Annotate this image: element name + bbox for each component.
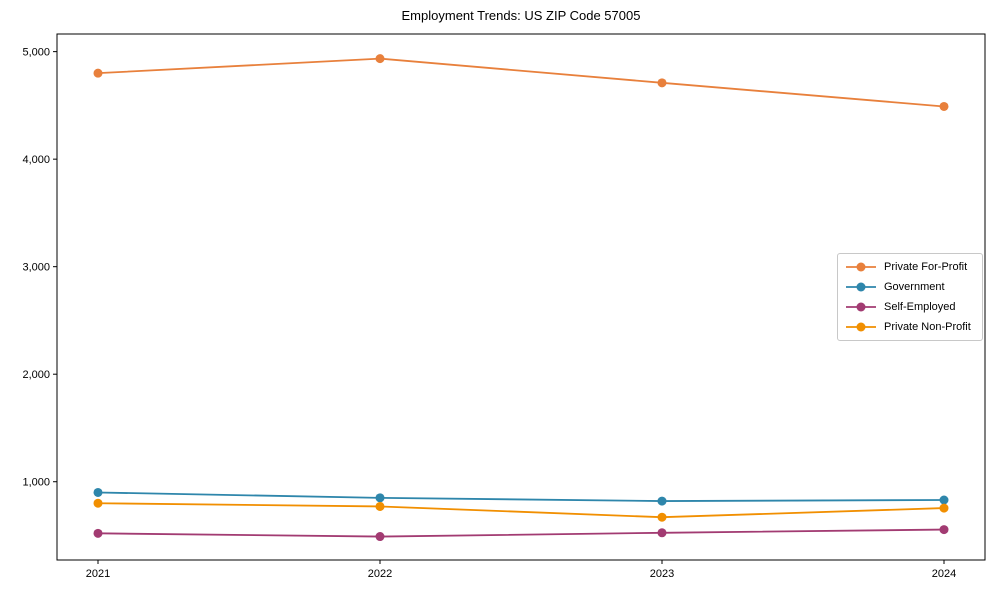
data-point-self-employed [93, 528, 103, 538]
data-point-private-for-profit [93, 68, 103, 78]
legend-entry-self-employed: Self-Employed [845, 297, 975, 317]
y-tick-label: 5,000 [22, 47, 50, 59]
chart-legend: Private For-Profit Government Self-Employe… [837, 253, 983, 341]
data-point-private-non-profit [93, 498, 103, 508]
legend-line-marker-icon [846, 322, 876, 332]
data-point-self-employed [375, 532, 385, 542]
y-tick-label: 1,000 [22, 477, 50, 489]
x-tick-label: 2022 [368, 568, 392, 580]
series-line-self-employed [97, 528, 945, 538]
data-point-private-non-profit [657, 512, 667, 522]
legend-entry-private-for-profit: Private For-Profit [845, 257, 975, 277]
data-point-government [375, 493, 385, 503]
data-point-private-non-profit [375, 501, 385, 511]
chart-title: Employment Trends: US ZIP Code 57005 [401, 8, 641, 23]
y-tick-label: 4,000 [22, 154, 50, 166]
legend-entry-private-non-profit: Private Non-Profit [845, 317, 975, 337]
legend-line-marker-icon [846, 262, 876, 272]
data-point-private-for-profit [657, 78, 667, 88]
legend-line-marker-icon [846, 302, 876, 312]
legend-label: Government [884, 281, 945, 293]
plot-border [56, 33, 986, 561]
legend-entry-government: Government [845, 277, 975, 297]
legend-line-marker-icon [846, 282, 876, 292]
data-point-government [939, 495, 949, 505]
data-point-private-non-profit [939, 503, 949, 513]
series-line-private-non-profit [97, 502, 945, 519]
x-tick-label: 2024 [932, 568, 956, 580]
y-tick-label: 3,000 [22, 262, 50, 274]
legend-label: Private Non-Profit [884, 321, 971, 333]
series-line-private-for-profit [97, 57, 945, 108]
x-tick-label: 2023 [650, 568, 674, 580]
y-tick-label: 2,000 [22, 369, 50, 381]
legend-label: Private For-Profit [884, 261, 968, 273]
data-point-government [93, 487, 103, 497]
x-tick-label: 2021 [86, 568, 110, 580]
data-point-self-employed [939, 525, 949, 535]
data-point-government [657, 496, 667, 506]
legend-label: Self-Employed [884, 301, 956, 313]
data-point-private-for-profit [375, 54, 385, 64]
data-point-private-for-profit [939, 101, 949, 111]
series-line-government [97, 491, 945, 502]
data-point-self-employed [657, 528, 667, 538]
